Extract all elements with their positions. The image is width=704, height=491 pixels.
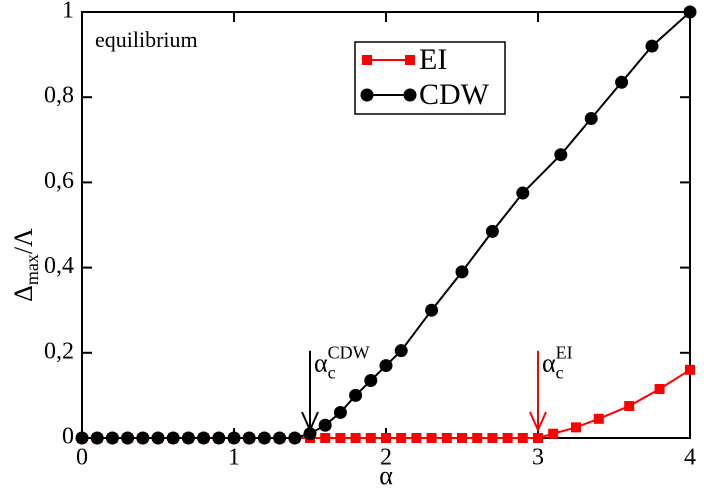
y-tick-label: 0,8 xyxy=(44,83,74,109)
annotation-main: α xyxy=(314,349,328,378)
data-point xyxy=(212,431,226,445)
x-tick-label: 0 xyxy=(76,445,88,471)
y-tick-label: 0,2 xyxy=(44,338,74,364)
data-point xyxy=(75,431,89,445)
data-point xyxy=(426,433,437,443)
data-point xyxy=(533,433,543,443)
data-point xyxy=(257,431,271,445)
data-point xyxy=(181,431,195,445)
data-point xyxy=(487,433,498,443)
data-point xyxy=(121,431,135,445)
data-point xyxy=(425,303,439,317)
data-point xyxy=(349,388,363,402)
data-point xyxy=(320,433,331,443)
series-line xyxy=(82,368,691,439)
legend-label: EI xyxy=(419,43,447,76)
data-point xyxy=(318,418,332,432)
annotation-arrowhead xyxy=(529,411,547,433)
y-label-tail: /Λ xyxy=(9,228,38,254)
data-point xyxy=(288,431,302,445)
data-point xyxy=(273,431,287,445)
annotation-sub: c xyxy=(328,363,336,383)
data-point xyxy=(457,433,467,443)
data-point xyxy=(554,148,568,162)
data-point xyxy=(485,224,499,238)
annotation-sup: CDW xyxy=(328,343,370,363)
annotation: αcCDW xyxy=(314,343,370,383)
y-axis-label: Δmax/Λ xyxy=(9,228,42,302)
data-point xyxy=(517,433,528,443)
data-point xyxy=(136,431,150,445)
data-point xyxy=(350,433,361,443)
y-label-main: Δ xyxy=(9,285,38,302)
legend-marker xyxy=(360,88,374,102)
data-point xyxy=(364,373,378,387)
data-point xyxy=(472,433,483,443)
annotation: equilibrium xyxy=(95,27,198,52)
data-point xyxy=(303,427,317,441)
legend-label: CDW xyxy=(419,78,490,111)
y-tick-label: 0,4 xyxy=(44,253,74,279)
annotation-main: α xyxy=(542,349,556,378)
annotation-sub: c xyxy=(556,363,564,383)
data-point xyxy=(645,39,659,53)
data-point xyxy=(335,433,346,443)
legend-marker xyxy=(405,55,415,65)
data-point xyxy=(441,433,452,443)
legend-marker xyxy=(362,55,372,65)
data-point xyxy=(333,405,347,419)
annotation-sup: EI xyxy=(556,343,573,363)
x-tick-label: 2 xyxy=(380,445,392,471)
x-tick-label: 1 xyxy=(228,445,240,471)
data-point xyxy=(197,431,211,445)
data-point xyxy=(593,413,604,424)
data-point xyxy=(654,384,665,395)
data-point xyxy=(411,433,422,443)
data-point xyxy=(90,431,104,445)
x-axis-label: α xyxy=(379,461,393,490)
data-point xyxy=(685,364,695,375)
x-tick-label: 3 xyxy=(532,445,544,471)
data-point xyxy=(242,431,256,445)
y-tick-label: 0 xyxy=(62,424,74,450)
data-point xyxy=(227,431,241,445)
x-tick-label: 4 xyxy=(684,445,696,471)
data-point xyxy=(379,359,393,373)
data-point xyxy=(548,428,559,439)
y-tick-label: 1 xyxy=(62,0,74,24)
y-tick-label: 0,6 xyxy=(44,168,74,194)
y-label-sub: max xyxy=(22,254,42,285)
data-point xyxy=(396,433,407,443)
data-point xyxy=(166,431,180,445)
data-point xyxy=(584,112,598,125)
data-point xyxy=(151,431,165,445)
data-point xyxy=(365,433,376,443)
data-point xyxy=(683,5,697,19)
data-point xyxy=(502,433,513,443)
data-point xyxy=(571,422,581,433)
data-point xyxy=(455,265,469,279)
data-point xyxy=(624,401,635,412)
annotation-arrowhead xyxy=(301,411,319,433)
data-point xyxy=(381,433,391,443)
data-point xyxy=(615,75,629,89)
data-point xyxy=(516,186,530,200)
legend-box xyxy=(354,41,506,115)
data-point xyxy=(105,431,119,445)
annotation: αcEI xyxy=(542,343,573,383)
data-point xyxy=(394,344,408,358)
legend-marker xyxy=(403,88,417,102)
